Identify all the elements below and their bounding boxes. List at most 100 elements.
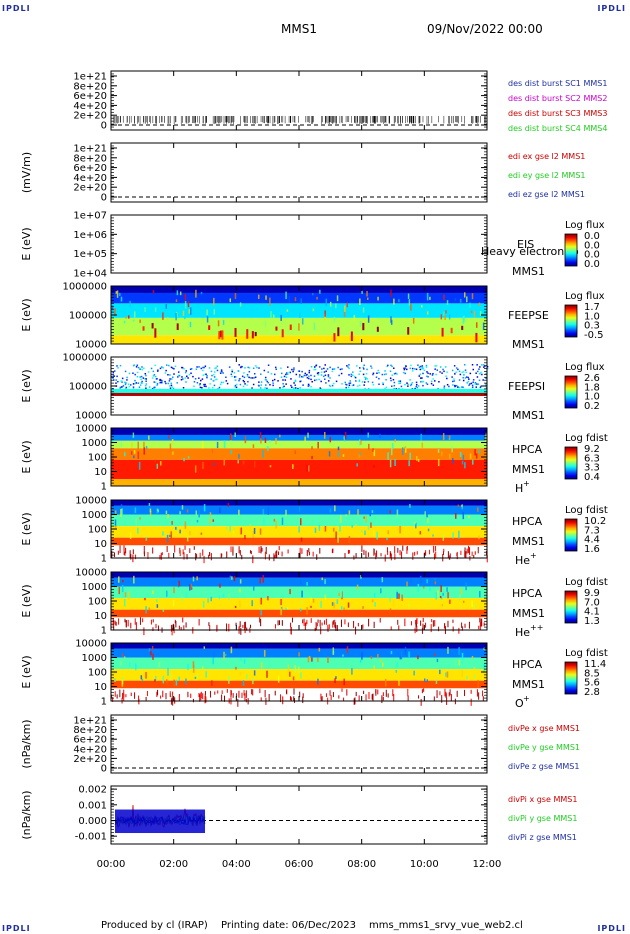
spectro-speck <box>285 376 288 378</box>
spectro-speck <box>421 442 424 448</box>
spectro-speck <box>273 518 276 522</box>
y-tick-label: 4e+20 <box>73 173 107 184</box>
spectro-speck <box>365 515 367 523</box>
spectro-speck <box>387 551 389 555</box>
spectro-speck <box>466 548 468 554</box>
spectro-speck <box>462 600 465 604</box>
spectro-speck <box>172 388 175 390</box>
spectro-speck <box>259 688 261 694</box>
spectro-speck <box>390 316 392 323</box>
spectro-speck <box>239 600 241 608</box>
spectro-speck <box>462 316 465 324</box>
spectro-speck <box>160 552 162 560</box>
spectro-speck <box>203 504 206 512</box>
y-tick-label: 8e+20 <box>73 81 107 92</box>
spectro-speck <box>141 678 144 682</box>
spectro-speck <box>205 385 207 388</box>
spectro-speck <box>419 377 422 379</box>
spectro-speck <box>334 678 336 684</box>
spectro-speck <box>228 676 230 684</box>
spectro-speck <box>473 667 476 670</box>
spectro-speck <box>367 315 370 323</box>
spectro-speck <box>335 625 337 631</box>
spectro-speck <box>307 656 310 663</box>
y-tick-label: 100 <box>88 668 107 679</box>
spectro-speck <box>471 386 474 388</box>
spectro-speck <box>351 384 354 387</box>
spectro-speck <box>452 532 454 539</box>
spectro-speck <box>466 382 468 384</box>
spectro-speck <box>463 364 466 366</box>
spectro-speck <box>173 368 175 370</box>
panel-frame <box>110 714 488 774</box>
spectro-speck <box>153 381 155 383</box>
spectro-speck <box>454 659 457 666</box>
spectro-speck <box>409 379 411 381</box>
legend-entry: divPe x gse MMS1 <box>508 724 580 733</box>
spectro-speck <box>184 301 187 309</box>
spectro-speck <box>310 374 312 377</box>
spectro-speck <box>308 375 310 378</box>
spectro-speck <box>463 374 465 376</box>
spectro-speck <box>396 661 398 668</box>
spectro-speck <box>166 590 168 597</box>
spectro-speck <box>356 584 359 590</box>
spectro-speck <box>445 693 447 699</box>
spectro-speck <box>152 590 154 594</box>
spectro-speck <box>304 436 306 442</box>
spectro-speck <box>326 368 329 370</box>
spectro-speck <box>138 695 140 702</box>
spectro-speck <box>365 550 367 559</box>
colorbar-tick-label: 0.2 <box>584 401 600 412</box>
spectro-speck <box>161 379 163 382</box>
spectro-speck <box>366 297 369 300</box>
spectro-speck <box>442 368 444 371</box>
spectro-speck <box>376 550 378 558</box>
spectro-speck <box>390 379 392 382</box>
spectro-speck <box>251 387 253 389</box>
spectro-speck <box>324 374 327 377</box>
spectro-speck <box>126 376 128 379</box>
colorbar <box>564 661 578 695</box>
spectro-speck <box>483 663 485 672</box>
spectro-speck <box>370 522 372 528</box>
spectro-speck <box>371 694 373 700</box>
spectro-speck <box>180 627 182 631</box>
spectro-speck <box>137 451 140 459</box>
spectro-band <box>111 292 487 304</box>
y-tick-label: 100000 <box>69 382 107 393</box>
spectro-speck <box>167 373 169 376</box>
spectro-speck <box>417 364 419 366</box>
spectro-speck <box>404 447 407 453</box>
spectro-speck <box>244 535 246 540</box>
spectro-speck <box>134 382 136 385</box>
spectro-speck <box>206 375 208 377</box>
spectro-speck <box>299 547 301 554</box>
spectro-speck <box>200 691 202 699</box>
spectro-speck <box>246 373 249 376</box>
spectro-speck <box>154 381 157 383</box>
spectro-speck <box>282 383 284 385</box>
spectro-speck <box>193 546 195 550</box>
spectro-speck <box>333 316 336 323</box>
spectro-speck <box>213 384 216 387</box>
spectro-speck <box>173 587 175 594</box>
spectro-speck <box>378 371 380 374</box>
colorbar-title: Log fdist <box>565 505 608 516</box>
spectro-speck <box>294 665 297 673</box>
spectro-speck <box>444 366 447 368</box>
spectro-speck <box>112 697 114 702</box>
spectro-speck <box>229 525 231 532</box>
spectro-speck <box>170 624 172 632</box>
spectro-speck <box>298 526 300 533</box>
spectro-speck <box>302 384 304 386</box>
spectro-speck <box>376 531 378 540</box>
legend-entry: des dist burst SC3 MMS3 <box>508 109 607 118</box>
spectro-speck <box>233 576 236 582</box>
spectro-speck <box>390 552 392 557</box>
spectro-speck <box>389 608 392 613</box>
spectro-speck <box>385 386 387 389</box>
spectro-speck <box>166 679 168 684</box>
spectro-speck <box>308 384 310 387</box>
spectro-speck <box>252 586 255 591</box>
